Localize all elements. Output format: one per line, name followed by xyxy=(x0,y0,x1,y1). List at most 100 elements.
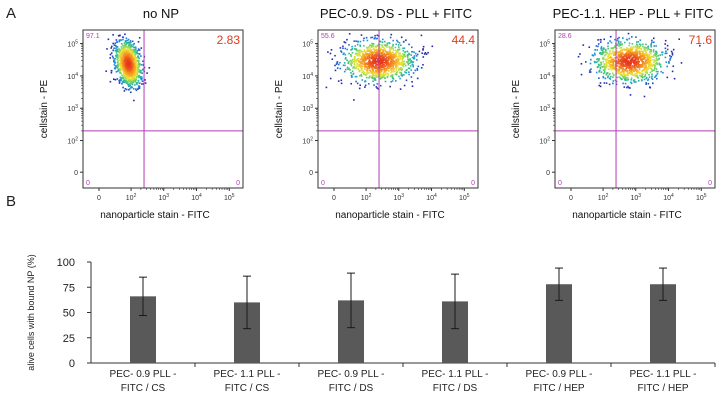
event-dot xyxy=(113,60,115,63)
event-dot xyxy=(119,53,121,55)
event-dot xyxy=(130,76,133,79)
event-dot xyxy=(620,74,623,77)
event-dot xyxy=(125,58,127,60)
event-dot xyxy=(372,64,374,66)
event-dot xyxy=(639,47,642,50)
quadrant-lower-left-value: 0 xyxy=(321,180,325,187)
event-dot xyxy=(357,41,359,43)
event-dot xyxy=(374,53,377,56)
event-dot xyxy=(368,83,370,85)
event-dot xyxy=(373,51,375,53)
event-dot xyxy=(384,65,386,68)
event-dot xyxy=(625,74,628,76)
event-dot xyxy=(596,58,598,61)
category-label-line-1: PEC- 0.9 PLL - xyxy=(526,369,593,380)
event-dot xyxy=(390,68,392,71)
event-dot xyxy=(119,39,121,41)
event-dot xyxy=(600,53,602,55)
event-dot xyxy=(364,65,367,67)
event-dot xyxy=(633,55,635,57)
event-dot xyxy=(128,73,130,76)
y-tick-label: 103 xyxy=(67,104,78,113)
event-dot xyxy=(616,47,618,50)
event-dot xyxy=(651,39,653,42)
event-dot xyxy=(633,67,636,70)
event-dot xyxy=(114,50,117,52)
x-axis-label: nanoparticle stain - FITC xyxy=(335,210,445,221)
event-dot xyxy=(138,74,140,77)
event-dot xyxy=(389,53,391,56)
event-dot xyxy=(380,48,382,51)
event-dot xyxy=(643,95,646,98)
event-dot xyxy=(598,84,601,87)
event-dot xyxy=(602,61,604,63)
event-dot xyxy=(614,38,616,41)
event-dot xyxy=(669,57,672,60)
event-dot xyxy=(650,63,652,65)
event-dot xyxy=(408,52,410,55)
event-dot xyxy=(382,50,385,53)
event-dot xyxy=(110,47,112,49)
event-dot xyxy=(381,62,384,64)
event-dot xyxy=(364,80,367,82)
event-dot xyxy=(619,47,621,49)
event-dot xyxy=(114,57,116,60)
event-dot xyxy=(383,75,385,78)
event-dot xyxy=(653,64,655,66)
event-dot xyxy=(609,57,611,59)
event-dot xyxy=(622,56,625,59)
event-dot xyxy=(128,51,130,53)
event-dot xyxy=(368,75,371,77)
event-dot xyxy=(377,74,379,77)
event-dot xyxy=(631,52,633,55)
event-dot xyxy=(380,62,383,64)
event-dot xyxy=(141,77,143,80)
event-dot xyxy=(602,66,604,68)
event-dot xyxy=(594,49,596,51)
event-dot xyxy=(125,82,128,84)
event-dot xyxy=(115,50,118,53)
event-dot xyxy=(351,59,354,62)
event-dot xyxy=(368,50,370,52)
quadrant-lower-right-value: 0 xyxy=(236,180,240,187)
event-dot xyxy=(116,53,119,56)
event-dot xyxy=(412,64,414,67)
event-dot xyxy=(128,65,131,67)
event-dot xyxy=(122,56,124,59)
event-dot xyxy=(128,63,131,65)
event-dot xyxy=(132,61,134,63)
event-dot xyxy=(388,57,391,59)
event-dot xyxy=(379,47,382,50)
flow-panel-title: PEC-1.1. HEP - PLL + FITC xyxy=(553,6,714,21)
event-dot xyxy=(123,74,125,76)
event-dot xyxy=(635,81,637,83)
event-dot xyxy=(134,80,137,82)
event-dot xyxy=(630,62,632,65)
event-dot xyxy=(128,80,130,82)
event-dot xyxy=(654,63,657,65)
event-dot xyxy=(407,63,410,66)
event-dot xyxy=(124,41,127,43)
event-dot xyxy=(636,44,639,47)
event-dot xyxy=(422,48,424,50)
event-dot xyxy=(124,40,127,42)
event-dot xyxy=(628,48,631,50)
event-dot xyxy=(391,63,393,66)
event-dot xyxy=(374,55,376,57)
event-dot xyxy=(411,85,414,87)
event-dot xyxy=(613,68,615,71)
event-dot xyxy=(629,59,632,62)
category-label-line-2: FITC / DS xyxy=(433,383,478,394)
event-dot xyxy=(388,65,391,67)
event-dot xyxy=(617,59,620,61)
event-dot xyxy=(413,56,415,59)
event-dot xyxy=(607,76,609,79)
event-dot xyxy=(617,60,619,63)
event-dot xyxy=(366,39,369,42)
event-dot xyxy=(350,55,353,57)
event-dot xyxy=(359,44,361,47)
event-dot xyxy=(631,36,633,38)
event-dot xyxy=(642,52,644,55)
